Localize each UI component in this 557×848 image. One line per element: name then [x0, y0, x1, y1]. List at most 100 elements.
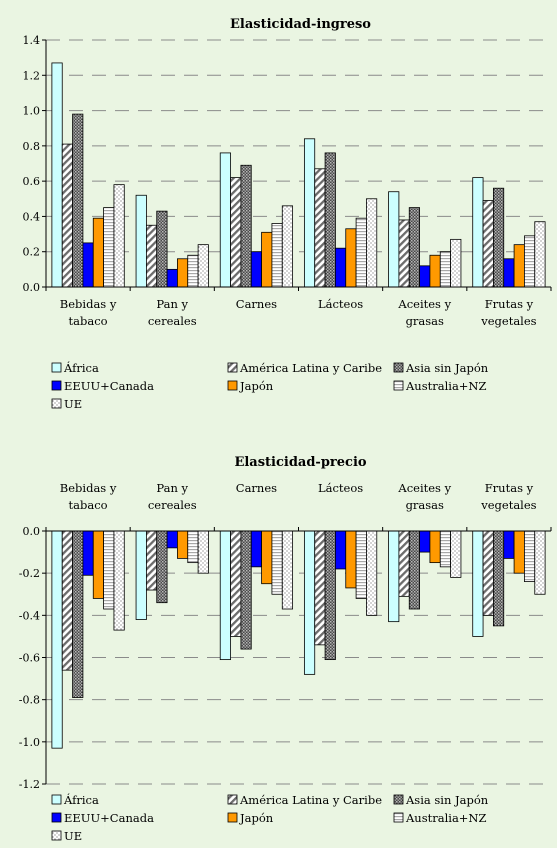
bar-ingreso-ue-3 [281, 205, 294, 288]
bar-precio-ue-4 [366, 530, 378, 616]
category-label-precio-6: Frutas y [485, 481, 534, 495]
bar-ingreso-australia-6 [524, 235, 536, 288]
category-label-precio-5: Aceites y [397, 481, 451, 495]
legend-label-ingreso-australia: Australia+NZ [405, 379, 487, 393]
bar-ingreso-eeuu-3 [250, 251, 262, 288]
bar-ingreso-asia-1 [72, 113, 84, 288]
bar-precio-australia-4 [355, 530, 367, 599]
bar-ingreso-africa-5 [388, 191, 400, 288]
category-label-ingreso-3: Carnes [236, 297, 277, 311]
legend-label-precio-latam: América Latina y Caribe [239, 793, 382, 807]
bar-ingreso-ue-6 [534, 221, 546, 288]
bar-ingreso-australia-4 [355, 217, 367, 288]
bar-ingreso-eeuu-2 [166, 268, 178, 288]
bar-ingreso-eeuu-1 [82, 242, 94, 288]
bar-precio-ue-1 [113, 530, 125, 631]
bar-ingreso-latam-6 [482, 200, 494, 288]
bar-precio-asia-3 [240, 530, 252, 650]
legend-label-precio-eeuu: EEUU+Canada [64, 811, 154, 825]
bar-precio-ue-2 [197, 530, 209, 574]
y-tick-label-ingreso: 1.0 [23, 105, 41, 118]
legend-label-precio-africa: África [63, 793, 99, 807]
bar-precio-ue-6 [534, 530, 546, 595]
bar-ingreso-latam-3 [230, 177, 242, 288]
y-tick-label-ingreso: 0.6 [23, 175, 41, 188]
category-label-precio-6: vegetales [480, 498, 536, 512]
category-label-precio-5: grasas [406, 498, 444, 512]
bar-ingreso-asia-5 [408, 207, 420, 288]
bar-ingreso-latam-1 [61, 143, 73, 288]
chart-title-precio: Elasticidad-precio [234, 455, 366, 470]
legend-label-precio-ue: UE [64, 829, 82, 843]
bar-precio-eeuu-1 [82, 530, 94, 576]
category-label-ingreso-6: vegetales [480, 314, 536, 328]
category-label-ingreso-5: Aceites y [397, 297, 451, 311]
bar-precio-eeuu-2 [166, 530, 178, 549]
y-tick-label-ingreso: 0.2 [23, 246, 41, 259]
bar-precio-eeuu-5 [419, 530, 431, 553]
y-tick-label-precio: -1.0 [19, 736, 40, 749]
category-label-ingreso-1: tabaco [69, 314, 108, 328]
bar-ingreso-asia-3 [240, 164, 252, 288]
y-tick-label-precio: -1.2 [19, 778, 40, 791]
y-tick-label-ingreso: 0.4 [23, 210, 41, 223]
bar-ingreso-latam-2 [145, 224, 158, 288]
bar-precio-australia-2 [187, 530, 199, 564]
y-tick-label-ingreso: 0.8 [23, 140, 41, 153]
bar-ingreso-australia-3 [271, 223, 283, 288]
bar-ingreso-africa-6 [472, 177, 484, 288]
bar-precio-japon-6 [513, 530, 525, 574]
category-label-ingreso-1: Bebidas y [60, 297, 117, 311]
bar-precio-eeuu-6 [503, 530, 515, 559]
bar-ingreso-africa-1 [51, 62, 63, 288]
bar-precio-latam-5 [398, 530, 410, 597]
category-label-precio-2: Pan y [156, 481, 188, 495]
bar-ingreso-ue-1 [113, 184, 125, 288]
bar-precio-australia-1 [103, 530, 115, 610]
bar-precio-africa-2 [135, 530, 147, 620]
legend-swatch-precio-japon [227, 812, 238, 823]
legend-swatch-ingreso-australia [393, 380, 404, 391]
bar-precio-eeuu-4 [335, 530, 347, 570]
bar-precio-latam-3 [230, 530, 242, 637]
bar-precio-japon-5 [429, 530, 441, 564]
bar-ingreso-australia-1 [103, 207, 115, 288]
bar-ingreso-japon-3 [261, 231, 273, 288]
bar-precio-africa-3 [219, 530, 231, 661]
bar-ingreso-japon-5 [429, 254, 441, 288]
legend-swatch-precio-eeuu [51, 812, 62, 823]
bar-precio-asia-5 [408, 530, 420, 610]
bar-ingreso-africa-2 [135, 194, 147, 288]
bar-ingreso-africa-4 [303, 138, 316, 288]
legend-label-ingreso-ue: UE [64, 397, 82, 411]
legend-swatch-ingreso-asia [393, 362, 404, 373]
bar-precio-africa-6 [472, 530, 484, 637]
category-label-precio-1: Bebidas y [60, 481, 117, 495]
bar-ingreso-japon-6 [513, 244, 525, 288]
legend-swatch-ingreso-africa [51, 362, 62, 373]
bar-precio-australia-3 [271, 530, 283, 595]
bar-ingreso-australia-5 [439, 251, 452, 288]
bar-ingreso-japon-1 [92, 217, 104, 288]
legend-label-precio-australia: Australia+NZ [405, 811, 487, 825]
category-label-ingreso-6: Frutas y [485, 297, 534, 311]
category-label-ingreso-2: cereales [148, 314, 197, 328]
bar-precio-asia-6 [493, 530, 505, 627]
legend-label-ingreso-japon: Japón [239, 379, 274, 393]
legend-swatch-ingreso-latam [227, 362, 238, 373]
bar-precio-africa-5 [388, 530, 400, 623]
bar-precio-ue-3 [281, 530, 294, 610]
category-label-precio-1: tabaco [69, 498, 108, 512]
bar-precio-australia-6 [524, 530, 536, 582]
bar-precio-latam-2 [145, 530, 158, 591]
legend-label-precio-asia: Asia sin Japón [405, 793, 489, 807]
bar-ingreso-latam-5 [398, 219, 410, 288]
category-label-ingreso-2: Pan y [156, 297, 188, 311]
bar-ingreso-eeuu-5 [419, 265, 431, 288]
bar-precio-japon-3 [261, 530, 273, 585]
bar-precio-japon-2 [177, 530, 189, 559]
bar-precio-asia-2 [156, 530, 168, 604]
bar-ingreso-eeuu-6 [503, 258, 515, 288]
category-label-ingreso-5: grasas [406, 314, 444, 328]
